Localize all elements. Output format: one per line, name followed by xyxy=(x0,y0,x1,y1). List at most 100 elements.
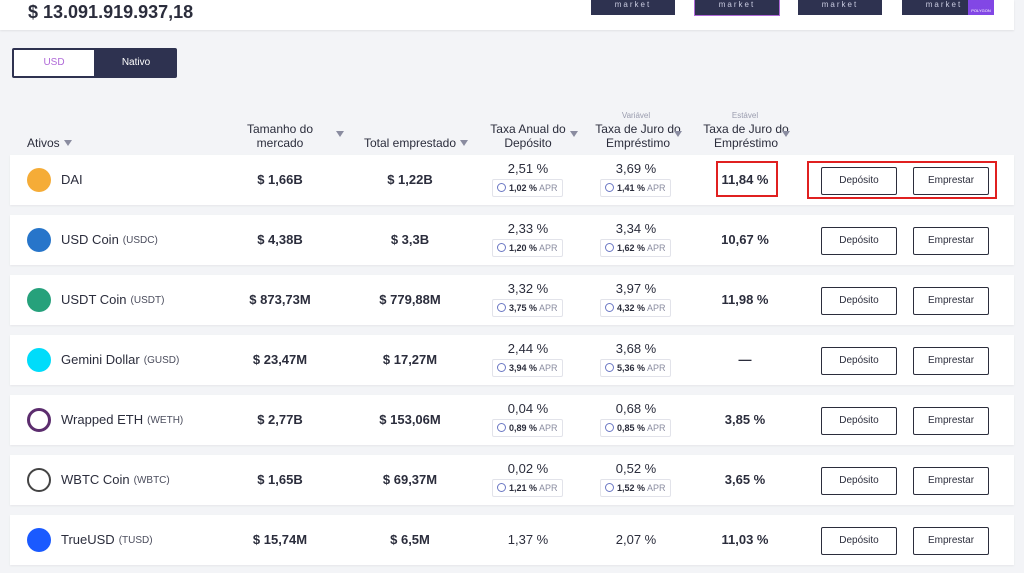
deposit-rate: 3,32 % xyxy=(507,281,549,296)
total-value: $ 13.091.919.937,18 xyxy=(28,2,194,22)
variable-rate-apr: 0,85 % APR xyxy=(600,419,671,437)
market-logo[interactable]: market xyxy=(694,0,780,16)
apr-value: 1,21 % xyxy=(509,483,538,493)
asset-icon xyxy=(27,168,51,192)
highlight-box xyxy=(807,161,997,199)
apr-value: 0,85 % xyxy=(617,423,646,433)
deposit-button[interactable]: Depósito xyxy=(821,227,897,255)
stable-rate: 10,67 % xyxy=(721,232,769,247)
apr-label: APR xyxy=(647,303,666,313)
deposit-rate: 1,37 % xyxy=(507,532,549,547)
apr-value: 4,32 % xyxy=(617,303,646,313)
deposit-rate-apr: 3,94 % APR xyxy=(492,359,563,377)
apr-icon xyxy=(605,363,614,372)
deposit-rate: 2,33 % xyxy=(507,221,549,236)
borrow-button[interactable]: Emprestar xyxy=(913,167,989,195)
variable-rate-apr: 1,62 % APR xyxy=(600,239,671,257)
deposit-rate-apr: 1,20 % APR xyxy=(492,239,563,257)
market-size: $ 1,65B xyxy=(257,472,303,487)
apr-icon xyxy=(497,483,506,492)
column-variable-super: Variável xyxy=(621,111,651,120)
deposit-rate-apr: 1,02 % APR xyxy=(492,179,563,197)
apr-label: APR xyxy=(647,183,666,193)
asset-name: USDT Coin xyxy=(61,292,127,307)
highlight-box xyxy=(716,161,778,197)
apr-icon xyxy=(497,243,506,252)
apr-value: 1,62 % xyxy=(617,243,646,253)
variable-rate: 3,34 % xyxy=(615,221,657,236)
asset-icon xyxy=(27,468,51,492)
sort-icon xyxy=(64,140,72,146)
apr-label: APR xyxy=(539,243,558,253)
deposit-button[interactable]: Depósito xyxy=(821,347,897,375)
toggle-usd[interactable]: USD xyxy=(14,50,94,76)
deposit-rate: 0,04 % xyxy=(507,401,549,416)
variable-rate: 3,69 % xyxy=(615,161,657,176)
variable-rate: 3,68 % xyxy=(615,341,657,356)
deposit-rate-apr: 1,21 % APR xyxy=(492,479,563,497)
column-borrowed: Total emprestado xyxy=(363,136,457,150)
stable-rate: 3,65 % xyxy=(724,472,766,487)
total-borrowed: $ 6,5M xyxy=(390,532,430,547)
apr-icon xyxy=(605,423,614,432)
asset-icon xyxy=(27,528,51,552)
total-borrowed: $ 779,88M xyxy=(379,292,441,307)
borrow-button[interactable]: Emprestar xyxy=(913,287,989,315)
stable-rate: — xyxy=(738,352,752,367)
deposit-button[interactable]: Depósito xyxy=(821,167,897,195)
total-borrowed: $ 17,27M xyxy=(382,352,438,367)
deposit-button[interactable]: Depósito xyxy=(821,467,897,495)
apr-label: APR xyxy=(539,183,558,193)
apr-label: APR xyxy=(539,483,558,493)
borrow-button[interactable]: Emprestar xyxy=(913,467,989,495)
borrow-button[interactable]: Emprestar xyxy=(913,227,989,255)
apr-label: APR xyxy=(647,423,666,433)
apr-value: 3,75 % xyxy=(509,303,538,313)
toggle-native[interactable]: Nativo xyxy=(121,57,151,68)
apr-label: APR xyxy=(647,243,666,253)
borrow-button[interactable]: Emprestar xyxy=(913,347,989,375)
market-logo[interactable]: market xyxy=(798,0,882,15)
apr-label: APR xyxy=(539,363,558,373)
borrow-button[interactable]: Emprestar xyxy=(913,407,989,435)
apr-icon xyxy=(605,483,614,492)
apr-label: APR xyxy=(539,303,558,313)
column-asset: Ativos xyxy=(27,136,60,150)
asset-icon xyxy=(27,348,51,372)
market-size: $ 1,66B xyxy=(257,172,303,187)
market-size: $ 4,38B xyxy=(257,232,303,247)
deposit-rate: 2,51 % xyxy=(507,161,549,176)
market-logo[interactable]: market xyxy=(591,0,675,15)
market-logo[interactable]: market xyxy=(902,0,986,15)
market-size: $ 873,73M xyxy=(249,292,311,307)
market-size: $ 23,47M xyxy=(252,352,308,367)
deposit-button[interactable]: Depósito xyxy=(821,527,897,555)
apr-value: 1,41 % xyxy=(617,183,646,193)
asset-icon xyxy=(27,408,51,432)
sort-icon xyxy=(336,131,344,137)
apr-icon xyxy=(497,363,506,372)
sort-icon xyxy=(570,131,578,137)
apr-icon xyxy=(605,243,614,252)
sort-icon xyxy=(674,131,682,137)
borrow-button[interactable]: Emprestar xyxy=(913,527,989,555)
asset-name: Wrapped ETH xyxy=(61,412,144,427)
deposit-button[interactable]: Depósito xyxy=(821,287,897,315)
apr-icon xyxy=(497,423,506,432)
sort-icon xyxy=(460,140,468,146)
variable-rate: 0,52 % xyxy=(615,461,657,476)
column-deposit: Taxa Anual do Depósito xyxy=(490,122,566,150)
asset-icon xyxy=(27,228,51,252)
variable-rate-apr: 5,36 % APR xyxy=(600,359,671,377)
apr-value: 1,02 % xyxy=(509,183,538,193)
deposit-button[interactable]: Depósito xyxy=(821,407,897,435)
column-variable: Taxa de Juro do Empréstimo xyxy=(595,122,681,150)
sort-icon xyxy=(782,131,790,137)
asset-symbol: (USDT) xyxy=(130,295,165,306)
total-borrowed: $ 69,37M xyxy=(382,472,438,487)
apr-value: 5,36 % xyxy=(617,363,646,373)
variable-rate-apr: 1,41 % APR xyxy=(600,179,671,197)
asset-symbol: (WETH) xyxy=(147,415,184,426)
stable-rate: 11,84 % xyxy=(721,172,769,187)
